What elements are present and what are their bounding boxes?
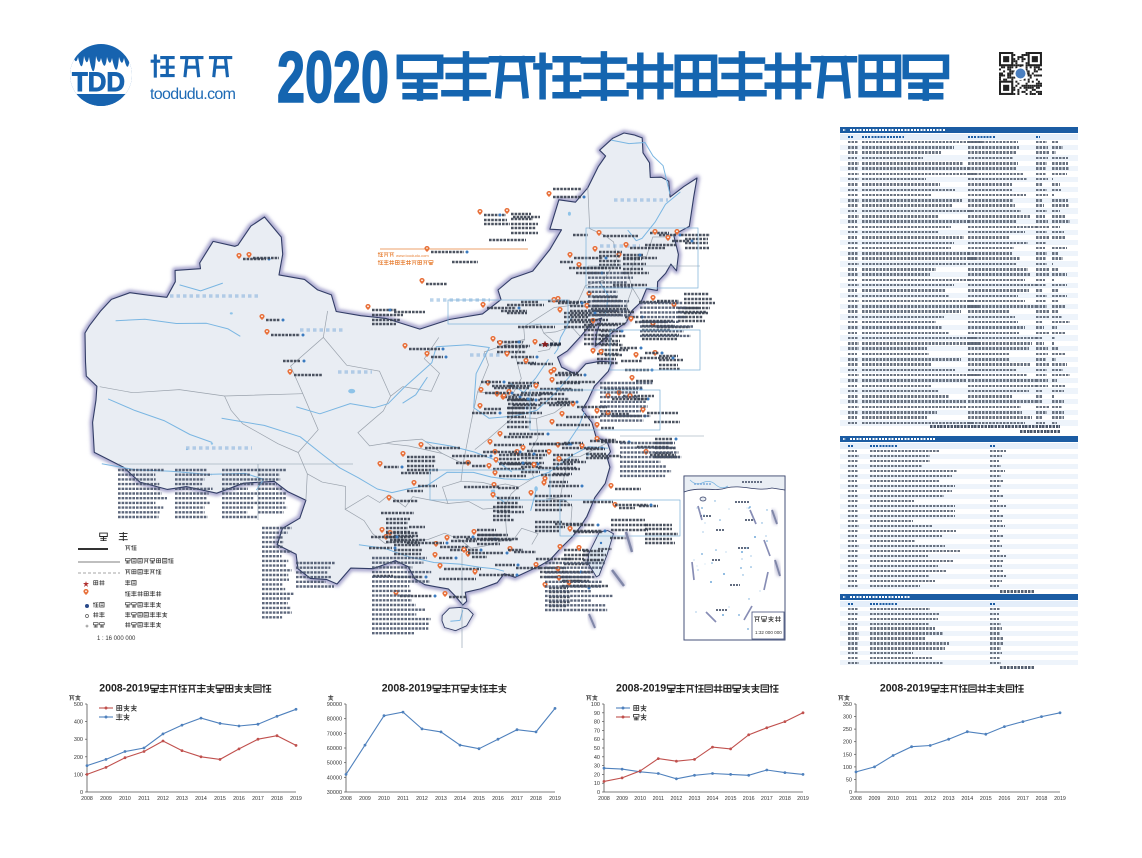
svg-text:2018: 2018: [530, 796, 542, 802]
svg-text:30000: 30000: [327, 790, 342, 796]
svg-text:90: 90: [594, 711, 600, 717]
svg-text:1 : 16 000 000: 1 : 16 000 000: [97, 636, 136, 642]
svg-text:70000: 70000: [327, 731, 342, 737]
svg-text:2016: 2016: [492, 796, 504, 802]
svg-text:80000: 80000: [327, 717, 342, 723]
svg-text:2018: 2018: [1036, 796, 1048, 802]
svg-text:0: 0: [849, 790, 852, 796]
svg-text:200: 200: [843, 740, 852, 746]
svg-text:250: 250: [843, 727, 852, 733]
svg-text:20: 20: [594, 772, 600, 778]
svg-text:2020: 2020: [277, 38, 389, 118]
svg-text:150: 150: [843, 752, 852, 758]
svg-text:40000: 40000: [327, 775, 342, 781]
svg-text:2019: 2019: [290, 796, 302, 802]
svg-text:70: 70: [594, 728, 600, 734]
svg-text:400: 400: [74, 720, 83, 726]
svg-text:2008: 2008: [81, 796, 93, 802]
svg-text:200: 200: [74, 755, 83, 761]
svg-text:100: 100: [591, 702, 600, 708]
svg-text:2015: 2015: [725, 796, 737, 802]
svg-text:toodudu.com: toodudu.com: [150, 86, 236, 103]
svg-text:2011: 2011: [138, 796, 149, 802]
svg-text:30: 30: [594, 764, 600, 770]
svg-text:40: 40: [594, 755, 600, 761]
svg-text:2015: 2015: [473, 796, 485, 802]
svg-text:2016: 2016: [999, 796, 1011, 802]
svg-text:2011: 2011: [906, 796, 917, 802]
svg-text:2010: 2010: [119, 796, 131, 802]
svg-text:100: 100: [843, 765, 852, 771]
svg-text:2015: 2015: [214, 796, 226, 802]
svg-text:0: 0: [597, 790, 600, 796]
svg-text:350: 350: [843, 702, 852, 708]
svg-text:TDD: TDD: [72, 67, 125, 97]
svg-text:2018: 2018: [271, 796, 283, 802]
svg-text:2010: 2010: [887, 796, 899, 802]
svg-text:50000: 50000: [327, 761, 342, 767]
svg-text:www.toodudu.com: www.toodudu.com: [396, 253, 429, 258]
svg-text:2012: 2012: [924, 796, 936, 802]
svg-text:2014: 2014: [961, 796, 973, 802]
svg-text:2008: 2008: [598, 796, 610, 802]
svg-text:2012: 2012: [671, 796, 683, 802]
svg-text:300: 300: [74, 737, 83, 743]
svg-text:2012: 2012: [157, 796, 169, 802]
svg-text:2012: 2012: [416, 796, 428, 802]
svg-text:2013: 2013: [435, 796, 447, 802]
svg-text:2013: 2013: [943, 796, 955, 802]
svg-text:2014: 2014: [195, 796, 207, 802]
svg-text:2014: 2014: [454, 796, 466, 802]
svg-text:60000: 60000: [327, 746, 342, 752]
svg-text:2016: 2016: [743, 796, 755, 802]
svg-text:60: 60: [594, 737, 600, 743]
svg-text:2009: 2009: [100, 796, 112, 802]
svg-text:0: 0: [80, 790, 83, 796]
svg-text:2008-2019: 2008-2019: [99, 683, 149, 695]
svg-text:2014: 2014: [707, 796, 719, 802]
svg-text:2009: 2009: [359, 796, 371, 802]
svg-text:10: 10: [594, 781, 600, 787]
svg-text:500: 500: [74, 702, 83, 708]
svg-text:100: 100: [74, 772, 83, 778]
svg-text:2016: 2016: [233, 796, 245, 802]
svg-text:2013: 2013: [176, 796, 188, 802]
svg-text:90000: 90000: [327, 702, 342, 708]
svg-text:2011: 2011: [397, 796, 408, 802]
svg-text:2017: 2017: [1017, 796, 1029, 802]
svg-text:2017: 2017: [252, 796, 264, 802]
svg-text:2011: 2011: [653, 796, 664, 802]
svg-text:50: 50: [846, 777, 852, 783]
svg-text:2019: 2019: [797, 796, 809, 802]
svg-text:2010: 2010: [634, 796, 646, 802]
svg-text:2015: 2015: [980, 796, 992, 802]
svg-text:2008-2019: 2008-2019: [382, 683, 432, 695]
svg-text:2009: 2009: [869, 796, 881, 802]
svg-text:2008: 2008: [850, 796, 862, 802]
svg-text:2008-2019: 2008-2019: [616, 683, 666, 695]
svg-text:80: 80: [594, 720, 600, 726]
svg-text:2018: 2018: [779, 796, 791, 802]
svg-text:2019: 2019: [1054, 796, 1066, 802]
svg-text:1:32 000 000: 1:32 000 000: [755, 630, 782, 635]
svg-text:2019: 2019: [549, 796, 561, 802]
svg-text:2017: 2017: [511, 796, 523, 802]
svg-text:2009: 2009: [616, 796, 628, 802]
svg-text:2008: 2008: [340, 796, 352, 802]
svg-text:2010: 2010: [378, 796, 390, 802]
svg-text:2017: 2017: [761, 796, 773, 802]
svg-text:300: 300: [843, 715, 852, 721]
svg-text:2008-2019: 2008-2019: [880, 683, 930, 695]
svg-text:2013: 2013: [689, 796, 701, 802]
svg-text:50: 50: [594, 746, 600, 752]
